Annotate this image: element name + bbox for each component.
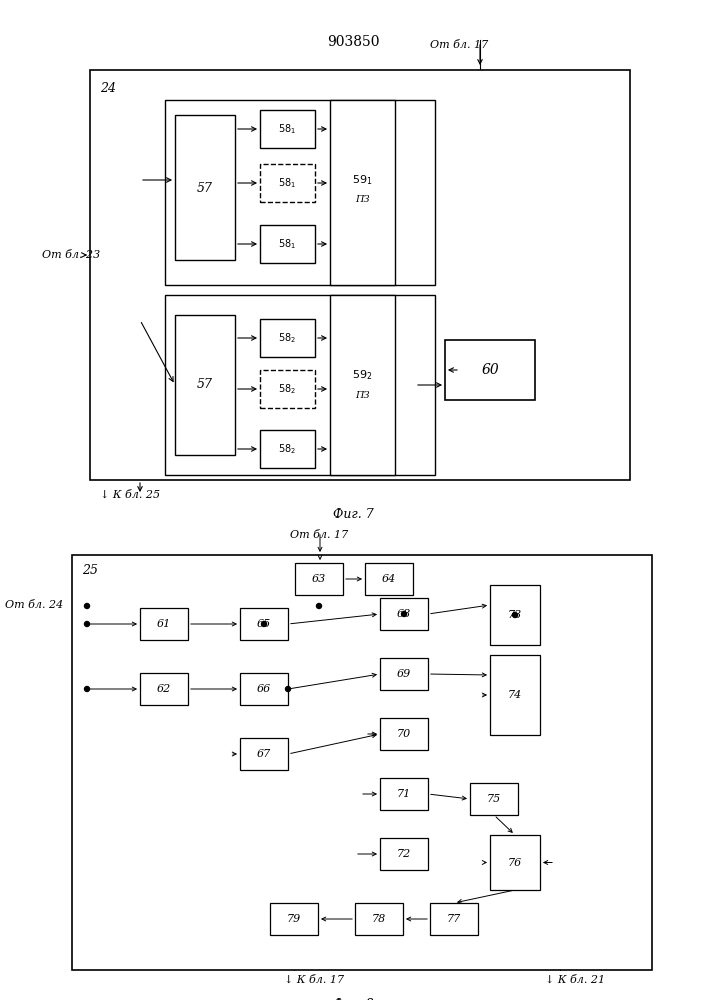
Bar <box>270 903 318 935</box>
Circle shape <box>85 603 90 608</box>
Text: $59_1$: $59_1$ <box>352 173 373 187</box>
Text: 62: 62 <box>157 684 171 694</box>
Circle shape <box>262 621 267 626</box>
Text: 61: 61 <box>157 619 171 629</box>
Bar <box>260 225 315 263</box>
Circle shape <box>286 686 291 692</box>
Text: 25: 25 <box>82 564 98 576</box>
Text: 57: 57 <box>197 182 213 194</box>
Bar <box>240 673 288 705</box>
Bar <box>140 673 188 705</box>
Bar <box>365 563 413 595</box>
Text: 903850: 903850 <box>327 35 380 49</box>
Text: 60: 60 <box>481 363 499 377</box>
Bar <box>295 563 343 595</box>
Bar <box>260 164 315 202</box>
Bar <box>380 718 428 750</box>
Text: ↓ К бл. 17: ↓ К бл. 17 <box>284 975 344 985</box>
Bar <box>380 778 428 810</box>
Bar <box>72 555 652 970</box>
Text: ПЗ: ПЗ <box>355 196 369 205</box>
Bar <box>260 319 315 357</box>
Bar <box>330 295 395 475</box>
Text: От бл. 17: От бл. 17 <box>290 530 349 540</box>
Bar <box>490 585 540 645</box>
Text: 76: 76 <box>508 858 522 868</box>
Text: $58_2$: $58_2$ <box>278 442 296 456</box>
Bar <box>165 295 435 475</box>
Bar <box>490 655 540 735</box>
Text: Фиг. 7: Фиг. 7 <box>332 508 373 522</box>
Text: 75: 75 <box>487 794 501 804</box>
Text: 79: 79 <box>287 914 301 924</box>
Text: 71: 71 <box>397 789 411 799</box>
Text: $58_1$: $58_1$ <box>278 176 296 190</box>
Bar <box>470 783 518 815</box>
Bar <box>175 115 235 260</box>
Circle shape <box>85 621 90 626</box>
Text: От бл. 23: От бл. 23 <box>42 250 100 260</box>
Bar <box>380 658 428 690</box>
Circle shape <box>402 611 407 616</box>
Text: ↓ К бл. 25: ↓ К бл. 25 <box>100 490 160 500</box>
Bar <box>490 835 540 890</box>
Text: 24: 24 <box>100 82 116 95</box>
Bar <box>260 370 315 408</box>
Text: 78: 78 <box>372 914 386 924</box>
Bar <box>430 903 478 935</box>
Text: 57: 57 <box>197 378 213 391</box>
Bar <box>260 110 315 148</box>
Circle shape <box>513 612 518 617</box>
Text: 72: 72 <box>397 849 411 859</box>
Bar <box>140 608 188 640</box>
Bar <box>380 598 428 630</box>
Text: $58_1$: $58_1$ <box>278 122 296 136</box>
Bar <box>165 100 435 285</box>
Bar <box>330 100 395 285</box>
Text: 73: 73 <box>508 610 522 620</box>
Text: Фиг. 8: Фиг. 8 <box>332 998 373 1000</box>
Text: $58_2$: $58_2$ <box>278 382 296 396</box>
Text: От бл. 17: От бл. 17 <box>430 40 489 50</box>
Text: От бл. 24: От бл. 24 <box>5 600 63 610</box>
Bar <box>240 738 288 770</box>
Bar <box>240 608 288 640</box>
Bar <box>445 340 535 400</box>
Bar <box>175 315 235 455</box>
Text: $58_1$: $58_1$ <box>278 237 296 251</box>
Text: 64: 64 <box>382 574 396 584</box>
Text: ПЗ: ПЗ <box>355 390 369 399</box>
Text: 70: 70 <box>397 729 411 739</box>
Bar <box>355 903 403 935</box>
Text: 65: 65 <box>257 619 271 629</box>
Text: $59_2$: $59_2$ <box>352 368 372 382</box>
Bar <box>380 838 428 870</box>
Bar <box>260 430 315 468</box>
Text: 66: 66 <box>257 684 271 694</box>
Text: 74: 74 <box>508 690 522 700</box>
Text: 63: 63 <box>312 574 326 584</box>
Text: ↓ К бл. 21: ↓ К бл. 21 <box>545 975 605 985</box>
Circle shape <box>317 603 322 608</box>
Bar <box>90 70 630 480</box>
Text: 69: 69 <box>397 669 411 679</box>
Text: 77: 77 <box>447 914 461 924</box>
Circle shape <box>85 686 90 692</box>
Text: $58_2$: $58_2$ <box>278 331 296 345</box>
Text: 68: 68 <box>397 609 411 619</box>
Text: 67: 67 <box>257 749 271 759</box>
